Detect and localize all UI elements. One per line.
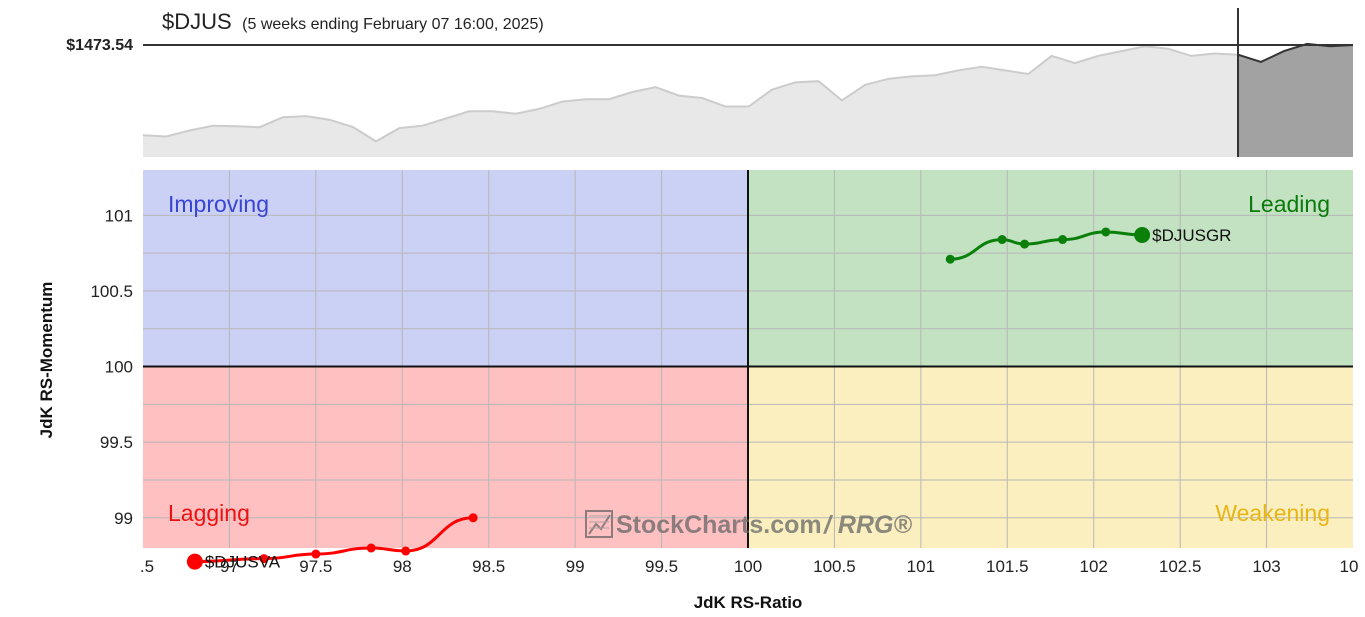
- x-tick-label: .5: [140, 557, 154, 576]
- series-layer: $DJUSGR $DJUSVA: [186, 226, 1231, 572]
- series-point: [1058, 235, 1068, 245]
- x-tick-label: 97.5: [299, 557, 332, 576]
- series-label: $DJUSVA: [205, 553, 281, 572]
- y-axis-ticks: 101 100.5 100 99.5 99: [90, 206, 133, 527]
- series-head-point: [1134, 227, 1151, 244]
- series-point: [945, 254, 955, 264]
- quadrant-improving: [143, 170, 748, 367]
- price-panel: $1473.54 $DJUS (5 weeks ending February …: [66, 8, 1354, 157]
- rrg-panel: Improving Leading Lagging Weakening Stoc…: [143, 170, 1353, 572]
- x-tick-label: 100: [734, 557, 762, 576]
- price-line: [142, 45, 1239, 143]
- y-tick-label: 99.5: [100, 433, 133, 452]
- y-tick-label: 99: [114, 509, 133, 528]
- series-point: [997, 235, 1007, 245]
- x-tick-label: 97: [220, 557, 239, 576]
- series-point: [1020, 239, 1030, 249]
- watermark-brand: StockCharts.com: [616, 511, 822, 539]
- series-head-point: [186, 553, 203, 570]
- price-recent-area: [1238, 43, 1353, 157]
- x-axis-label: JdK RS-Ratio: [694, 593, 803, 612]
- quadrant-leading: [748, 170, 1353, 367]
- series-point: [311, 549, 321, 559]
- x-tick-label: 98.5: [472, 557, 505, 576]
- series-point: [366, 543, 376, 553]
- y-axis-label: JdK RS-Momentum: [37, 282, 56, 439]
- quadrant-label-improving: Improving: [168, 191, 269, 217]
- x-tick-label: 102.5: [1159, 557, 1202, 576]
- quadrant-label-weakening: Weakening: [1215, 500, 1330, 526]
- price-recent-line: [1237, 42, 1354, 63]
- x-tick-label: 99: [566, 557, 585, 576]
- y-tick-label: 100.5: [90, 282, 133, 301]
- series-point: [259, 554, 269, 564]
- series-point: [468, 513, 478, 523]
- quadrant-label-leading: Leading: [1248, 191, 1330, 217]
- x-tick-label: 98: [393, 557, 412, 576]
- stockcharts-logo-icon: [585, 510, 613, 538]
- y-tick-label: 100: [105, 358, 133, 377]
- watermark-suffix: / RRG®: [823, 511, 912, 539]
- price-area: [143, 46, 1238, 157]
- series-point: [401, 546, 411, 556]
- quadrant-label-lagging: Lagging: [168, 500, 250, 526]
- series-label: $DJUSGR: [1152, 226, 1231, 245]
- y-tick-label: 101: [105, 206, 133, 225]
- x-tick-label: 101.5: [986, 557, 1029, 576]
- symbol-title: $DJUS: [162, 9, 232, 34]
- x-tick-label: 101: [907, 557, 935, 576]
- x-tick-label: 10: [1340, 557, 1359, 576]
- x-tick-label: 100.5: [813, 557, 856, 576]
- series-point: [1101, 227, 1111, 237]
- series-tail-line: [194, 516, 474, 564]
- x-axis-ticks: .5 97 97.5 98 98.5 99 99.5 100 100.5 101 101.5 102 1…: [140, 557, 1359, 576]
- x-tick-label: 103: [1252, 557, 1280, 576]
- price-label: $1473.54: [66, 37, 133, 54]
- chart-title: $DJUS (5 weeks ending February 07 16:00,…: [162, 9, 544, 34]
- x-tick-label: 99.5: [645, 557, 678, 576]
- x-tick-label: 102: [1080, 557, 1108, 576]
- watermark: StockCharts.com / RRG®: [585, 510, 912, 539]
- subtitle: (5 weeks ending February 07 16:00, 2025): [242, 16, 544, 33]
